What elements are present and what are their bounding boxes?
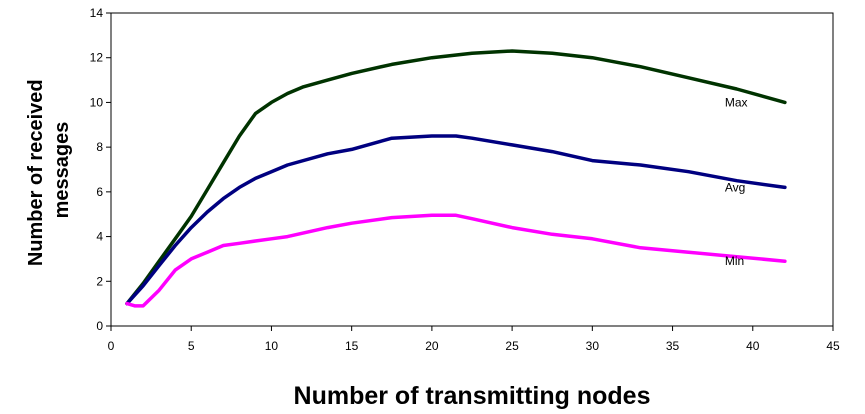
- y-axis-title: Number of received messages: [25, 74, 73, 266]
- axes: [110, 12, 834, 327]
- x-axis-ticks: 0 5 10 15 20 25 30 35 40 45: [108, 326, 840, 353]
- y-axis-title-line-2: messages: [51, 122, 73, 219]
- y-tick-label: 14: [90, 6, 104, 20]
- y-tick-label: 6: [96, 185, 103, 199]
- y-tick-label: 10: [90, 95, 104, 109]
- series-line-min: [125, 213, 787, 308]
- x-tick-label: 0: [108, 339, 115, 353]
- y-tick-label: 12: [90, 51, 104, 65]
- x-tick-label: 45: [826, 339, 840, 353]
- x-tick-label: 40: [746, 339, 760, 353]
- x-tick-label: 30: [586, 339, 600, 353]
- x-axis-title: Number of transmitting nodes: [294, 382, 651, 410]
- series-line-avg: [125, 134, 787, 306]
- series-label-max: Max: [725, 95, 748, 109]
- x-tick-label: 20: [425, 339, 439, 353]
- y-axis-ticks: 0 2 4 6 8 10 12 14: [90, 6, 111, 333]
- y-tick-label: 8: [96, 140, 103, 154]
- x-tick-label: 5: [188, 339, 195, 353]
- plot-area-frame: [110, 12, 834, 327]
- series-lines: [125, 49, 787, 308]
- x-tick-label: 15: [345, 339, 359, 353]
- y-tick-label: 2: [96, 274, 103, 288]
- x-tick-label: 10: [265, 339, 279, 353]
- y-axis-title-line-1: Number of received: [25, 79, 47, 266]
- series-line-max: [125, 49, 787, 306]
- series-labels: Max Avg Min: [725, 95, 748, 268]
- y-tick-label: 0: [96, 319, 103, 333]
- x-tick-label: 25: [505, 339, 519, 353]
- y-tick-label: 4: [96, 230, 103, 244]
- series-label-avg: Avg: [725, 180, 745, 194]
- series-label-min: Min: [725, 254, 744, 268]
- x-tick-label: 35: [666, 339, 680, 353]
